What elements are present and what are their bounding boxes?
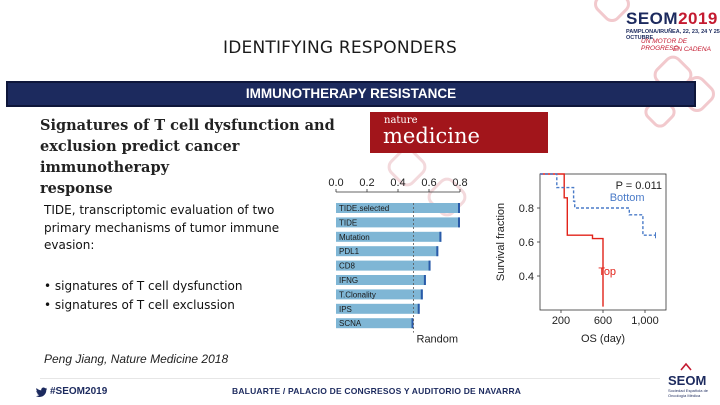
x-tick-label: 0.2 <box>359 177 374 189</box>
x-tick-label: 0.6 <box>421 177 436 189</box>
y-tick-label: 0.6 <box>519 237 534 249</box>
x-tick-label: 1,000 <box>631 315 659 327</box>
section-banner: IMMUNOTHERAPY RESISTANCE <box>6 81 696 107</box>
bar-end-marker <box>428 260 431 271</box>
description-text: TIDE, transcriptomic evaluation of two p… <box>44 203 280 252</box>
bar-chart: 0.0 0.2 0.4 0.6 0.8 TIDE.selected TIDE Mutation… <box>328 177 467 344</box>
journal-name-big: medicine <box>383 124 480 148</box>
x-axis-label: OS (day) <box>581 333 625 345</box>
bar-label: PDL1 <box>339 247 360 256</box>
bar-label: CD8 <box>339 262 356 271</box>
paper-title-line: Signatures of T cell dysfunction and <box>40 117 335 134</box>
survival-chart: 200 600 1,000 0.8 0.6 0.4 OS (day) Survival fra… <box>495 173 667 345</box>
logo-dates: PAMPLONA/IRUÑEA, 22, 23, 24 Y 25 OCTUBRE <box>626 29 720 41</box>
bar <box>336 289 423 300</box>
bar-label: IPS <box>339 305 352 314</box>
bar <box>336 318 414 329</box>
bar-label: T.Clonality <box>339 290 376 299</box>
p-value-annotation: P = 0.011 <box>616 180 662 192</box>
bar <box>336 303 420 314</box>
paper-title: Signatures of T cell dysfunction and exc… <box>40 115 370 199</box>
bullet-item: • signatures of T cell exclussion <box>44 298 235 312</box>
slide-title: IDENTIFYING RESPONDERS <box>223 38 457 58</box>
footer-divider <box>40 378 660 379</box>
seom-footer-mark-icon <box>680 362 692 371</box>
bar <box>336 203 460 213</box>
bar-label: TIDE.selected <box>339 204 389 213</box>
footer-org-subtitle: Sociedad Española de Oncología Médica <box>668 388 709 398</box>
bar-end-marker <box>458 217 460 228</box>
bar-label: Mutation <box>339 233 370 242</box>
bullet-text: signatures of T cell exclussion <box>54 298 235 312</box>
series-label-bottom: Bottom <box>610 192 645 204</box>
bullet-text: signatures of T cell dysfunction <box>54 279 243 293</box>
y-tick-label: 0.8 <box>519 203 534 215</box>
journal-logo: nature medicine <box>370 112 548 153</box>
x-tick-label: 600 <box>594 315 612 327</box>
bar-label: TIDE <box>339 218 357 227</box>
twitter-icon <box>36 387 47 397</box>
bar-end-marker <box>420 289 423 300</box>
bar <box>336 260 431 271</box>
paper-title-line: response <box>40 180 113 197</box>
bar <box>336 217 460 228</box>
bar <box>336 246 439 257</box>
journal-name-small: nature <box>384 115 418 126</box>
survival-line-bottom <box>540 173 656 236</box>
bar-end-marker <box>458 203 460 213</box>
x-tick-label: 200 <box>552 315 570 327</box>
series-label-top: Top <box>598 266 616 278</box>
seom2019-logo: SEOM2019 <box>626 9 718 28</box>
paper-title-line: exclusion predict cancer immunotherapy <box>40 138 240 176</box>
bar <box>336 231 442 242</box>
x-tick-label: 0.0 <box>328 177 343 189</box>
footer-org-logo: SEOM <box>668 373 707 388</box>
bar-end-marker <box>411 318 414 329</box>
bullet-item: • signatures of T cell dysfunction <box>44 279 243 293</box>
decorative-chain-graphic <box>594 0 715 128</box>
survival-line-top <box>540 173 604 307</box>
bar-end-marker <box>439 231 442 242</box>
footer-venue: BALUARTE / PALACIO DE CONGRESOS Y AUDITO… <box>232 386 522 396</box>
footer-hashtag: #SEOM2019 <box>50 386 108 397</box>
logo-slogan-2: EN CADENA <box>673 46 711 53</box>
bar-end-marker <box>417 303 420 314</box>
bar-end-marker <box>436 246 439 257</box>
random-label: Random <box>417 334 459 344</box>
x-tick-label: 0.4 <box>390 177 405 189</box>
bar-label: IFNG <box>339 276 358 285</box>
bar <box>336 275 426 285</box>
logo-slogan: UN MOTOR DE PROGRESO <box>641 38 688 52</box>
y-axis-label: Survival fraction <box>495 203 507 281</box>
bar-label: SCNA <box>339 319 362 328</box>
bar-end-marker <box>423 275 426 285</box>
y-tick-label: 0.4 <box>519 271 534 283</box>
x-tick-label: 0.8 <box>452 177 467 189</box>
citation: Peng Jiang, Nature Medicine 2018 <box>44 352 229 366</box>
